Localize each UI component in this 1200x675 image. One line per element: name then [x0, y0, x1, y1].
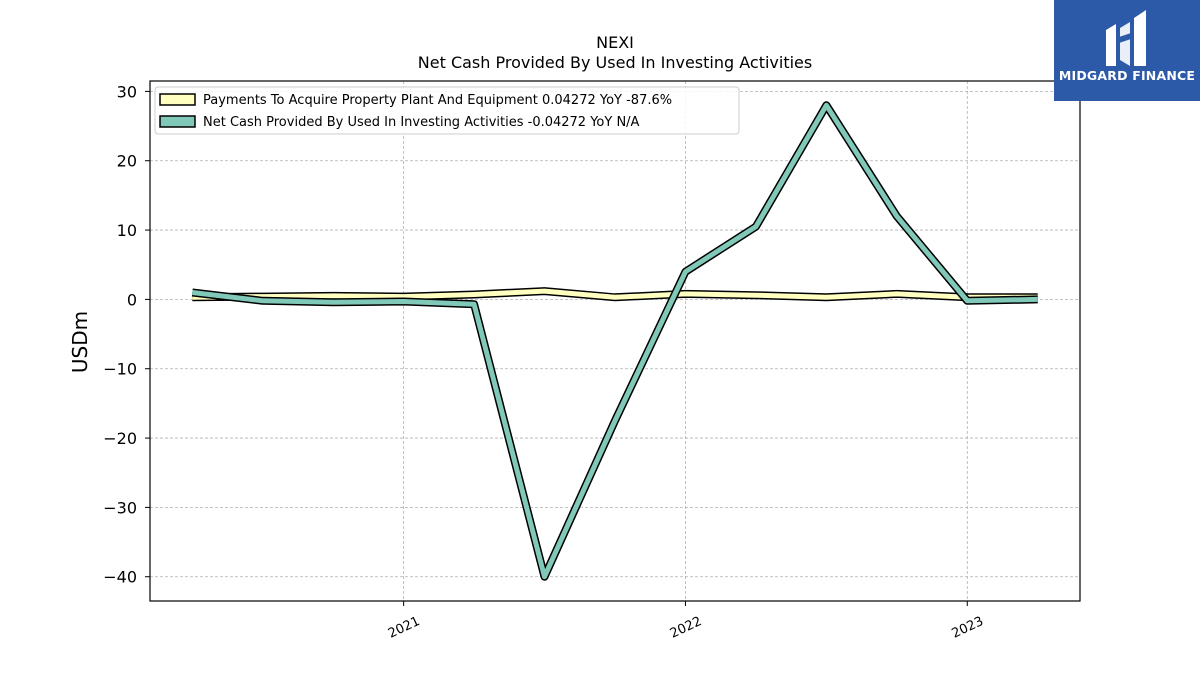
legend-swatch-net-cash — [159, 115, 196, 128]
logo-text: MIDGARD FINANCE — [1058, 68, 1196, 83]
x-ticks: 2021 2022 2023 — [386, 601, 986, 642]
y-tick-label: −40 — [103, 568, 137, 587]
y-tick-label: 0 — [127, 290, 137, 309]
y-tick-label: −20 — [103, 429, 137, 448]
series-0-line — [192, 288, 1038, 300]
grid — [150, 81, 1080, 601]
logo-mark-icon — [1106, 10, 1146, 66]
legend-swatch-ppe — [159, 93, 196, 106]
x-tick-label: 2021 — [386, 614, 422, 642]
x-tick-label: 2022 — [668, 614, 704, 642]
chart-title: NEXI — [596, 33, 634, 52]
series-1-outline — [191, 101, 1038, 581]
y-axis-label: USDm — [68, 311, 92, 373]
y-tick-label: 20 — [117, 152, 137, 171]
chart-subtitle: Net Cash Provided By Used In Investing A… — [418, 53, 812, 72]
legend: Payments To Acquire Property Plant And E… — [154, 86, 740, 135]
legend-box — [154, 86, 740, 135]
y-tick-label: 10 — [117, 221, 137, 240]
x-tick-label: 2023 — [950, 614, 986, 642]
y-ticks: 30 20 10 0 −10 −20 −30 −40 — [103, 82, 150, 587]
series-1-line — [192, 102, 1038, 580]
y-tick-label: −10 — [103, 360, 137, 379]
y-tick-label: −30 — [103, 498, 137, 517]
midgard-finance-logo: MIDGARD FINANCE — [1054, 0, 1200, 101]
series-lines — [191, 101, 1038, 581]
plot-frame — [149, 80, 1081, 602]
y-tick-label: 30 — [117, 82, 137, 101]
legend-label-ppe: Payments To Acquire Property Plant And E… — [203, 93, 672, 108]
legend-label-net-cash: Net Cash Provided By Used In Investing A… — [203, 115, 640, 130]
